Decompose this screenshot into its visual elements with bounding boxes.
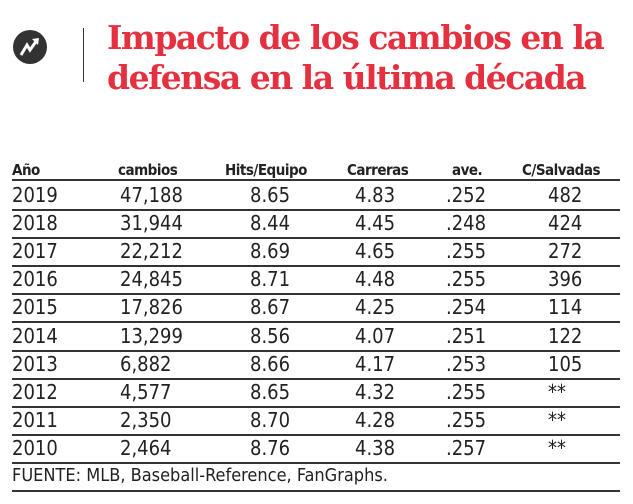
cell-c-salvadas: 482 xyxy=(548,183,583,207)
table-row: 2010 2,464 8.76 4.38 .257 ** xyxy=(12,434,620,464)
cell-c-salvadas: 396 xyxy=(548,267,583,292)
cell-c-salvadas: 114 xyxy=(548,295,583,320)
cell-c-salvadas: 424 xyxy=(548,211,583,236)
column-header-c-salvadas: C/Salvadas xyxy=(522,161,600,179)
cell-year: 2015 xyxy=(12,295,58,320)
column-header-ave: ave. xyxy=(452,161,483,179)
cell-ave: .255 xyxy=(446,267,487,292)
cell-hits-equipo: 8.76 xyxy=(250,435,291,460)
column-header-hits-equipo: Hits/Equipo xyxy=(225,161,307,179)
cell-c-salvadas: ** xyxy=(548,435,566,460)
cell-ave: .253 xyxy=(446,351,487,376)
cell-c-salvadas: 122 xyxy=(548,323,583,348)
cell-carreras: 4.17 xyxy=(355,351,396,376)
page-title: Impacto de los cambios en la defensa en … xyxy=(107,18,605,97)
cell-year: 2010 xyxy=(12,435,58,460)
cell-carreras: 4.45 xyxy=(355,211,396,236)
column-header-carreras: Carreras xyxy=(347,161,409,179)
cell-carreras: 4.83 xyxy=(355,183,396,207)
cell-ave: .252 xyxy=(446,183,487,207)
cell-c-salvadas: 105 xyxy=(548,351,583,376)
cell-cambios: 4,577 xyxy=(120,379,172,404)
column-header-year: Año xyxy=(12,161,40,179)
table-row: 2015 17,826 8.67 4.25 .254 114 xyxy=(12,293,620,324)
cell-carreras: 4.48 xyxy=(355,267,396,292)
cell-year: 2018 xyxy=(12,211,58,236)
cell-hits-equipo: 8.44 xyxy=(250,211,291,236)
table-row: 2016 24,845 8.71 4.48 .255 396 xyxy=(12,265,620,296)
column-header-cambios: cambios xyxy=(118,161,178,179)
source-note: FUENTE: MLB, Baseball-Reference, FanGrap… xyxy=(12,465,388,486)
table-row: 2014 13,299 8.56 4.07 .251 122 xyxy=(12,322,620,352)
cell-carreras: 4.28 xyxy=(355,407,396,432)
cell-c-salvadas: ** xyxy=(548,379,566,404)
cell-year: 2017 xyxy=(12,239,58,264)
source-row: FUENTE: MLB, Baseball-Reference, FanGrap… xyxy=(12,462,620,492)
cell-year: 2013 xyxy=(12,351,58,376)
table-row: 2013 6,882 8.66 4.17 .253 105 xyxy=(12,350,620,380)
table-row: 2012 4,577 8.65 4.32 .255 ** xyxy=(12,378,620,408)
cell-cambios: 6,882 xyxy=(120,351,172,376)
cell-cambios: 2,350 xyxy=(120,407,172,432)
cell-ave: .257 xyxy=(446,435,487,460)
cell-carreras: 4.07 xyxy=(355,323,396,348)
cell-cambios: 17,826 xyxy=(120,295,183,320)
cell-carreras: 4.38 xyxy=(355,435,396,460)
cell-hits-equipo: 8.70 xyxy=(250,407,291,432)
cell-cambios: 24,845 xyxy=(120,267,183,292)
trending-arrow-icon xyxy=(13,30,47,64)
cell-hits-equipo: 8.71 xyxy=(250,267,291,292)
cell-cambios: 2,464 xyxy=(120,435,172,460)
cell-hits-equipo: 8.67 xyxy=(250,295,291,320)
table-row: 2018 31,944 8.44 4.45 .248 424 xyxy=(12,209,620,240)
cell-cambios: 22,212 xyxy=(120,239,183,264)
cell-year: 2014 xyxy=(12,323,58,348)
table-row: 2017 22,212 8.69 4.65 .255 272 xyxy=(12,237,620,268)
cell-hits-equipo: 8.65 xyxy=(250,379,291,404)
cell-ave: .251 xyxy=(446,323,487,348)
cell-c-salvadas: 272 xyxy=(548,239,583,264)
cell-year: 2012 xyxy=(12,379,58,404)
cell-carreras: 4.25 xyxy=(355,295,396,320)
cell-carreras: 4.65 xyxy=(355,239,396,264)
header-row: Año cambios Hits/Equipo Carreras ave. C/Salva… xyxy=(12,151,620,181)
cell-ave: .248 xyxy=(446,211,487,236)
cell-hits-equipo: 8.66 xyxy=(250,351,291,376)
cell-hits-equipo: 8.69 xyxy=(250,239,291,264)
cell-ave: .255 xyxy=(446,239,487,264)
cell-year: 2016 xyxy=(12,267,58,292)
cell-cambios: 47,188 xyxy=(120,183,183,207)
cell-carreras: 4.32 xyxy=(355,379,396,404)
cell-c-salvadas: ** xyxy=(548,407,566,432)
cell-cambios: 13,299 xyxy=(120,323,183,348)
table-row: 2019 47,188 8.65 4.83 .252 482 xyxy=(12,181,620,211)
cell-year: 2019 xyxy=(12,183,58,207)
cell-year: 2011 xyxy=(12,407,58,432)
cell-ave: .254 xyxy=(446,295,487,320)
cell-cambios: 31,944 xyxy=(120,211,183,236)
cell-ave: .255 xyxy=(446,407,487,432)
cell-hits-equipo: 8.65 xyxy=(250,183,291,207)
divider xyxy=(83,28,84,82)
cell-hits-equipo: 8.56 xyxy=(250,323,291,348)
table-row: 2011 2,350 8.70 4.28 .255 ** xyxy=(12,406,620,436)
cell-ave: .255 xyxy=(446,379,487,404)
